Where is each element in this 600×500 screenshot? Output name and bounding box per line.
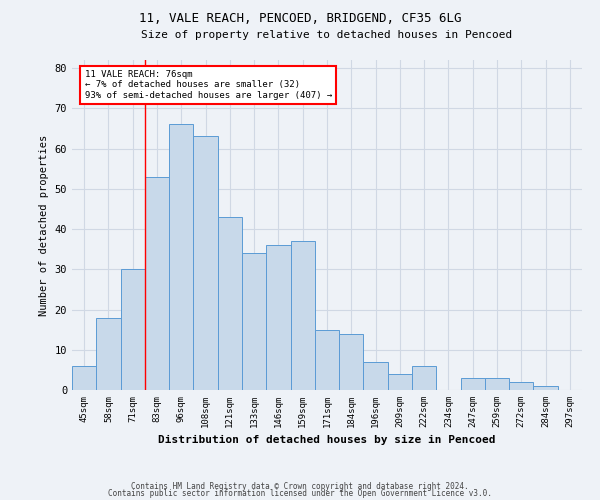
Bar	[266, 245, 290, 390]
Bar	[412, 366, 436, 390]
Y-axis label: Number of detached properties: Number of detached properties	[39, 134, 49, 316]
Bar	[290, 241, 315, 390]
Bar	[364, 362, 388, 390]
Bar	[339, 334, 364, 390]
X-axis label: Distribution of detached houses by size in Pencoed: Distribution of detached houses by size …	[158, 436, 496, 446]
Bar	[145, 176, 169, 390]
Bar	[169, 124, 193, 390]
Bar	[96, 318, 121, 390]
Title: Size of property relative to detached houses in Pencoed: Size of property relative to detached ho…	[142, 30, 512, 40]
Bar	[533, 386, 558, 390]
Bar	[193, 136, 218, 390]
Bar	[388, 374, 412, 390]
Bar	[315, 330, 339, 390]
Bar	[485, 378, 509, 390]
Bar	[218, 217, 242, 390]
Text: Contains HM Land Registry data © Crown copyright and database right 2024.: Contains HM Land Registry data © Crown c…	[131, 482, 469, 491]
Bar	[509, 382, 533, 390]
Text: 11 VALE REACH: 76sqm
← 7% of detached houses are smaller (32)
93% of semi-detach: 11 VALE REACH: 76sqm ← 7% of detached ho…	[85, 70, 332, 100]
Bar	[72, 366, 96, 390]
Text: 11, VALE REACH, PENCOED, BRIDGEND, CF35 6LG: 11, VALE REACH, PENCOED, BRIDGEND, CF35 …	[139, 12, 461, 26]
Text: Contains public sector information licensed under the Open Government Licence v3: Contains public sector information licen…	[108, 489, 492, 498]
Bar	[461, 378, 485, 390]
Bar	[121, 270, 145, 390]
Bar	[242, 253, 266, 390]
